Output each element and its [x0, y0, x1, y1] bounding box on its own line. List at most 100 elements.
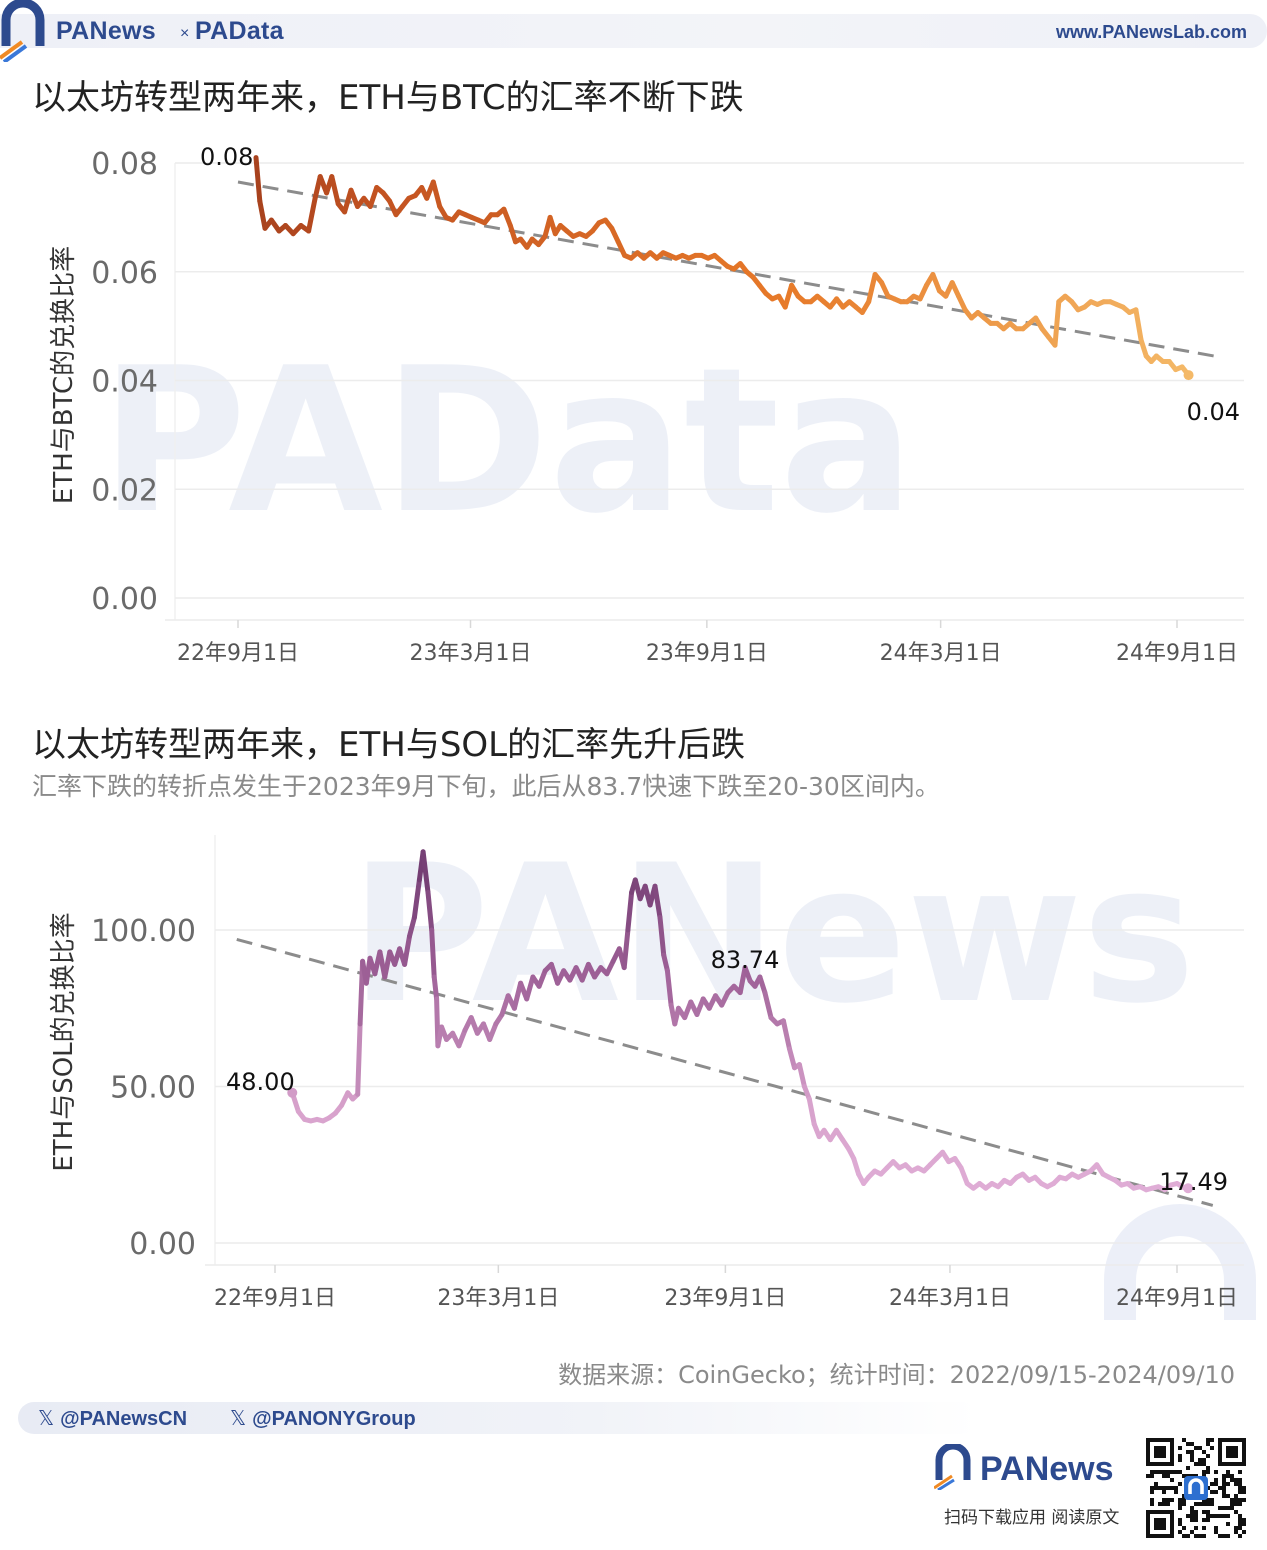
sol-line-segment	[431, 974, 440, 1002]
brand-padata: PAData	[195, 17, 284, 45]
social-panonygroup[interactable]: 𝕏 @PANONYGroup	[230, 1406, 416, 1431]
btc-line-segment	[879, 280, 891, 299]
btc-x-tick-label: 24年9月1日	[1116, 641, 1238, 666]
sol-line-segment	[661, 952, 670, 974]
btc-line-segment	[917, 282, 929, 302]
btc-line-segment	[1138, 337, 1149, 359]
sol-line-segment	[851, 1156, 862, 1177]
brand-separator: ×	[180, 25, 190, 42]
sol-y-tick-label: 100.00	[91, 914, 196, 949]
btc-line-segment	[1052, 299, 1062, 348]
footer-panews-logo-icon	[934, 1444, 971, 1490]
sol-line-segment	[787, 1046, 797, 1071]
sol-line-segment	[425, 889, 435, 933]
sol-line-segment	[402, 933, 412, 967]
btc-end-point	[1183, 370, 1194, 381]
sol-line-segment	[420, 849, 431, 895]
social-panewscn[interactable]: 𝕏 @PANewsCN	[38, 1406, 187, 1431]
btc-line-segment	[501, 206, 513, 228]
sol-y-tick-label: 0.00	[129, 1227, 196, 1262]
panews-logo-icon	[0, 0, 45, 62]
x-icon: 𝕏	[230, 1406, 247, 1430]
sol-x-tick-label: 23年9月1日	[664, 1286, 786, 1311]
sol-start-point	[287, 1087, 298, 1098]
btc-y-tick-label: 0.06	[91, 256, 158, 291]
sol-line-segment	[487, 1021, 499, 1042]
sol-data-label: 48.00	[226, 1068, 295, 1096]
sol-x-tick-label: 24年3月1日	[889, 1286, 1011, 1311]
sol-line-segment	[625, 889, 635, 933]
btc-line-segment	[930, 272, 942, 294]
social-handle-label: @PANONYGroup	[252, 1408, 416, 1430]
btc-line-segment	[866, 272, 878, 305]
sol-line-segment	[757, 974, 768, 996]
sol-chart-subtitle: 汇率下跌的转折点发生于2023年9月下旬，此后从83.7快速下跌至20-30区间…	[32, 772, 940, 801]
sol-line-segment	[621, 927, 631, 971]
btc-y-tick-label: 0.02	[91, 473, 158, 508]
btc-line-segment	[782, 282, 795, 310]
btc-line-segment	[507, 223, 518, 245]
footer-brand: PANews	[980, 1450, 1114, 1488]
sol-y-axis-label: ETH与SOL的兑换比率	[49, 912, 79, 1171]
sol-line-segment	[806, 1096, 817, 1127]
btc-y-tick-label: 0.00	[91, 582, 158, 617]
btc-x-tick-label: 23年9月1日	[646, 641, 768, 666]
sol-trendline	[236, 937, 1214, 1207]
btc-line-segment	[367, 185, 380, 209]
btc-y-tick-label: 0.08	[91, 147, 158, 182]
btc-line-segment	[1133, 307, 1144, 343]
social-handle-label: @PANewsCN	[60, 1408, 188, 1430]
x-icon: 𝕏	[38, 1406, 55, 1430]
btc-line-segment	[306, 195, 318, 234]
sol-line-segment	[429, 927, 437, 980]
btc-y-tick-label: 0.04	[91, 365, 158, 400]
sol-chart-title: 以太坊转型两年来，ETH与SOL的汇率先升后跌	[32, 725, 746, 765]
sol-data-label: 17.49	[1159, 1168, 1228, 1196]
btc-line-segment	[949, 280, 962, 299]
btc-chart: PAData 0.00 0.02 0.04 0.06 0.08 22年9月1日 23年3月…	[49, 143, 1244, 666]
sol-watermark: PANews	[350, 824, 1195, 1045]
sol-data-label: 83.74	[711, 946, 780, 974]
sol-chart: PANews 0.00 50.00 100.00 22年9月1日 23年3月1日 23年…	[49, 824, 1256, 1320]
btc-x-tick-label: 24年3月1日	[880, 641, 1002, 666]
sol-line-segment	[780, 1018, 792, 1052]
sol-line-segment	[355, 1021, 363, 1097]
sol-line-segment	[456, 1027, 468, 1049]
footer-logo-watermark-icon	[1104, 1204, 1256, 1320]
btc-line-segment	[253, 155, 263, 204]
btc-watermark: PAData	[100, 325, 915, 558]
social-bar	[18, 1402, 978, 1434]
sol-x-tick-label: 22年9月1日	[214, 1286, 336, 1311]
qr-code-icon[interactable]	[1146, 1438, 1246, 1538]
sol-line-segment	[524, 974, 536, 1002]
btc-y-axis-label: ETH与BTC的兑换比率	[49, 246, 79, 504]
btc-line-segment	[348, 187, 360, 209]
btc-x-tick-label: 23年3月1日	[410, 641, 532, 666]
btc-line-segment	[430, 179, 443, 209]
sol-line-segment	[796, 1062, 807, 1089]
sol-y-tick-label: 50.00	[110, 1071, 196, 1106]
brand-panews: PANews	[56, 17, 156, 45]
sol-x-tick-label: 24年9月1日	[1116, 1286, 1238, 1311]
footer-caption: 扫码下载应用 阅读原文	[944, 1508, 1120, 1528]
sol-end-point	[1183, 1183, 1194, 1194]
btc-line-segment	[257, 198, 268, 231]
sol-line-segment	[664, 968, 674, 1008]
btc-line-segment	[615, 239, 628, 258]
sol-line-segment	[762, 990, 774, 1021]
sol-line-segment	[652, 883, 663, 920]
btc-line-segment	[956, 293, 968, 313]
data-source: 数据来源：CoinGecko；统计时间：2022/09/15-2024/09/1…	[558, 1361, 1235, 1389]
btc-data-label: 0.04	[1187, 398, 1240, 426]
sol-x-tick-label: 23年3月1日	[437, 1286, 559, 1311]
sol-line-segment	[958, 1165, 970, 1186]
header-bar	[0, 14, 1267, 48]
btc-x-tick-label: 22年9月1日	[177, 641, 299, 666]
sol-line-segment	[407, 915, 417, 939]
btc-data-label: 0.08	[200, 143, 253, 171]
site-url[interactable]: www.PANewsLab.com	[1055, 22, 1247, 42]
btc-chart-title: 以太坊转型两年来，ETH与BTC的汇率不断下跌	[32, 78, 744, 118]
sol-line-segment	[411, 877, 422, 920]
sol-line-segment	[657, 915, 667, 958]
btc-line-segment	[329, 174, 341, 207]
